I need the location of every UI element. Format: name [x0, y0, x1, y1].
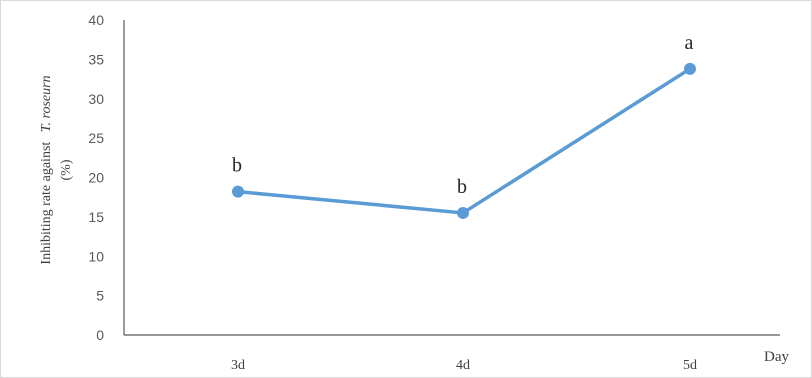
x-tick-labels: 3d 4d 5d: [231, 358, 697, 373]
y-tick-label: 0: [96, 327, 104, 343]
data-point-marker: [457, 206, 469, 219]
y-tick-label: 40: [88, 12, 104, 28]
data-label: b: [232, 155, 242, 177]
y-axis-title: Inhibiting rate against T. roseurn (%): [39, 75, 74, 264]
x-tick-label: 4d: [456, 358, 470, 373]
x-axis-title: Day: [764, 349, 789, 365]
data-label-layer: b b a: [232, 32, 694, 198]
data-point-marker: [232, 185, 244, 198]
y-tick-label: 20: [88, 170, 104, 186]
y-tick-label: 30: [88, 91, 104, 107]
x-tick-label: 3d: [231, 358, 245, 373]
series-layer: [232, 62, 696, 219]
y-tick-label: 25: [88, 130, 104, 146]
y-tick-label: 10: [88, 248, 104, 264]
y-axis-title-line-1: Inhibiting rate against T. roseurn: [39, 75, 54, 264]
x-tick-label: 5d: [683, 358, 697, 373]
y-axis-title-unit: (%): [59, 159, 74, 180]
y-tick-label: 35: [88, 51, 104, 67]
data-point-marker: [684, 62, 696, 75]
y-axis-title-prefix: Inhibiting rate against: [39, 142, 54, 265]
y-axis-title-species: T. roseurn: [39, 75, 54, 132]
data-label: b: [457, 176, 467, 198]
y-tick-label: 15: [88, 209, 104, 225]
y-tick-labels: 0 5 10 15 20 25 30 35 40: [88, 12, 104, 343]
data-label: a: [685, 32, 694, 54]
y-tick-label: 5: [96, 288, 104, 304]
